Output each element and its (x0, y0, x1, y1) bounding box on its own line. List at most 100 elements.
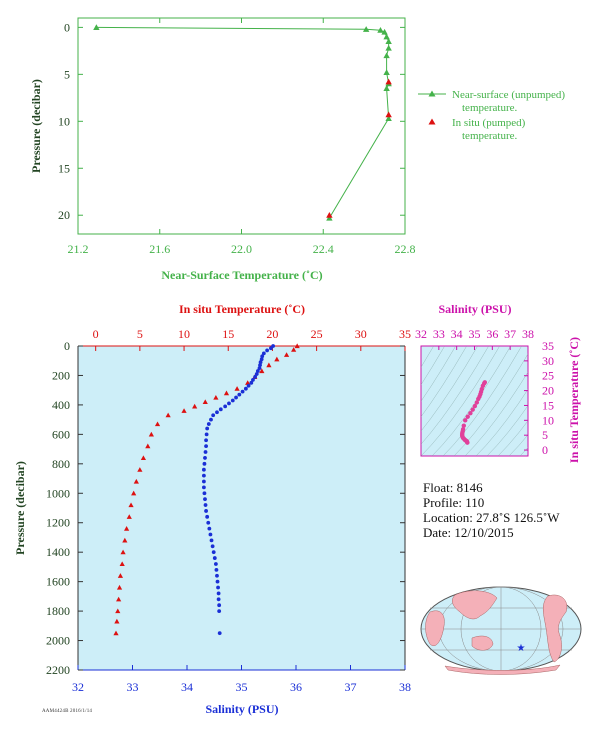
salinity-profile-point (201, 485, 206, 490)
salinity-profile-point (204, 438, 208, 443)
salinity-profile-point (205, 426, 210, 431)
near-surface-plot-frame (77, 17, 406, 235)
salinity-profile-point (249, 380, 254, 385)
temperature-tick-label: 30 (355, 327, 367, 341)
ts-density-contour (421, 346, 478, 432)
location-map: ★ (420, 586, 582, 675)
ts-salinity-tick-label: 33 (433, 327, 445, 341)
salinity-profile-point (253, 375, 258, 379)
ts-point (476, 396, 481, 402)
salinity-profile-point (206, 422, 211, 426)
temperature-profile-point (274, 356, 280, 362)
near-surface-temperature-point (383, 85, 390, 91)
near-surface-legend: Near-surface (unpumped) temperature. In … (418, 89, 565, 142)
near-surface-y-tick-label: 10 (58, 114, 70, 128)
map-land-asia (452, 590, 498, 620)
salinity-profile-point (203, 503, 208, 507)
near-surface-series (93, 24, 392, 221)
pressure-tick-label: 1200 (46, 516, 70, 530)
salinity-profile-point (206, 520, 211, 525)
ts-point (461, 423, 466, 428)
near-surface-x-tick-label: 22.4 (313, 242, 334, 256)
salinity-profile-point (210, 544, 215, 549)
temperature-tick-label: 15 (222, 327, 234, 341)
salinity-profile-point (204, 444, 208, 449)
profile-plot-background (78, 346, 405, 670)
ts-ylabel: In situ Temperature (˚C) (567, 337, 581, 463)
salinity-axis-ticks: 32 33 34 35 36 37 38 (72, 665, 411, 694)
pressure-tick-label: 2000 (46, 634, 70, 648)
salinity-profile-point (217, 631, 222, 636)
ts-density-contour (508, 434, 528, 456)
temperature-tick-label: 35 (399, 327, 411, 341)
ts-density-contour (475, 389, 528, 456)
temperature-profile-point (234, 386, 240, 391)
temperature-profile-point (181, 408, 187, 413)
ts-density-contour (421, 346, 489, 445)
temperature-profile-point (133, 478, 139, 484)
salinity-profile-point (259, 357, 264, 362)
temperature-profile-point (128, 502, 134, 508)
figure-stamp: AAM4424B 2016/1/14 (42, 709, 93, 714)
pressure-tick-label: 400 (52, 398, 70, 412)
pressure-tick-label: 200 (52, 368, 70, 382)
near-surface-ylabel: Pressure (decibar) (29, 79, 43, 173)
near-surface-temperature-point (385, 38, 392, 45)
temperature-profile-point (283, 352, 290, 357)
salinity-profile-point (214, 567, 219, 572)
float-location: Location: 27.8˚S 126.5˚W (423, 510, 560, 525)
ts-temperature-tick-label: 20 (542, 384, 554, 398)
temperature-profile-point (114, 618, 120, 624)
salinity-profile-point (215, 579, 220, 584)
ts-temperature-tick-label: 25 (542, 369, 554, 383)
salinity-profile-point (227, 401, 231, 406)
near-surface-y-tick-label: 20 (58, 208, 70, 222)
salinity-profile-point (215, 573, 219, 578)
profile-number: Profile: 110 (423, 495, 485, 510)
profile-series (113, 343, 300, 636)
near-surface-temperature-point (383, 69, 390, 76)
ts-density-contour (486, 405, 528, 456)
temperature-profile-point (223, 390, 230, 396)
near-surface-x-ticks: 21.2 21.6 22.0 22.4 22.8 (68, 18, 416, 256)
salinity-profile-point (202, 461, 207, 466)
temperature-profile-point (120, 549, 126, 555)
salinity-profile-point (234, 395, 238, 400)
legend-near-surface-line2: temperature. (462, 102, 518, 114)
float-info: Float: 8146 Profile: 110 Location: 27.8˚… (423, 480, 559, 540)
ts-point (465, 440, 470, 445)
salinity-tick-label: 37 (345, 680, 357, 694)
ts-temperature-tick-label: 30 (542, 354, 554, 368)
salinity-profile-point (201, 467, 206, 472)
pressure-tick-label: 2200 (46, 663, 70, 677)
temperature-profile-point (124, 526, 130, 531)
salinity-profile-point (257, 366, 262, 370)
near-surface-y-tick-label: 15 (58, 161, 70, 175)
temperature-profile-point (113, 630, 119, 636)
salinity-profile-point (237, 392, 242, 397)
salinity-profile-point (217, 603, 222, 608)
near-surface-temperature-point (362, 26, 370, 32)
salinity-tick-label: 32 (72, 680, 84, 694)
ts-temperature-tick-label: 15 (542, 398, 554, 412)
near-surface-temperature-point (377, 27, 384, 33)
legend-marker-near-surface (428, 90, 436, 97)
salinity-profile-point (211, 550, 216, 555)
temperature-profile-point (192, 403, 198, 409)
ts-temperature-tick-label: 5 (542, 428, 548, 442)
salinity-profile-point (203, 450, 208, 454)
salinity-profile-point (203, 497, 207, 502)
near-surface-y-tick-label: 5 (64, 67, 70, 81)
pressure-tick-label: 1400 (46, 545, 70, 559)
ts-density-contour (421, 346, 500, 456)
pressure-axis-ticks: 0 200 400 600 800 1000 1200 1400 1600 1800 2000 220… (46, 339, 405, 677)
ts-salinity-tick-label: 38 (522, 327, 534, 341)
salinity-profile-point (203, 456, 207, 460)
temperature-profile-point (119, 561, 125, 567)
temperature-profile-point (115, 608, 121, 614)
ts-salinity-tick-label: 34 (451, 327, 463, 341)
salinity-profile-point (251, 377, 255, 382)
pressure-tick-label: 0 (64, 339, 70, 353)
temperature-tick-label: 25 (311, 327, 323, 341)
temperature-profile-point (154, 421, 161, 427)
